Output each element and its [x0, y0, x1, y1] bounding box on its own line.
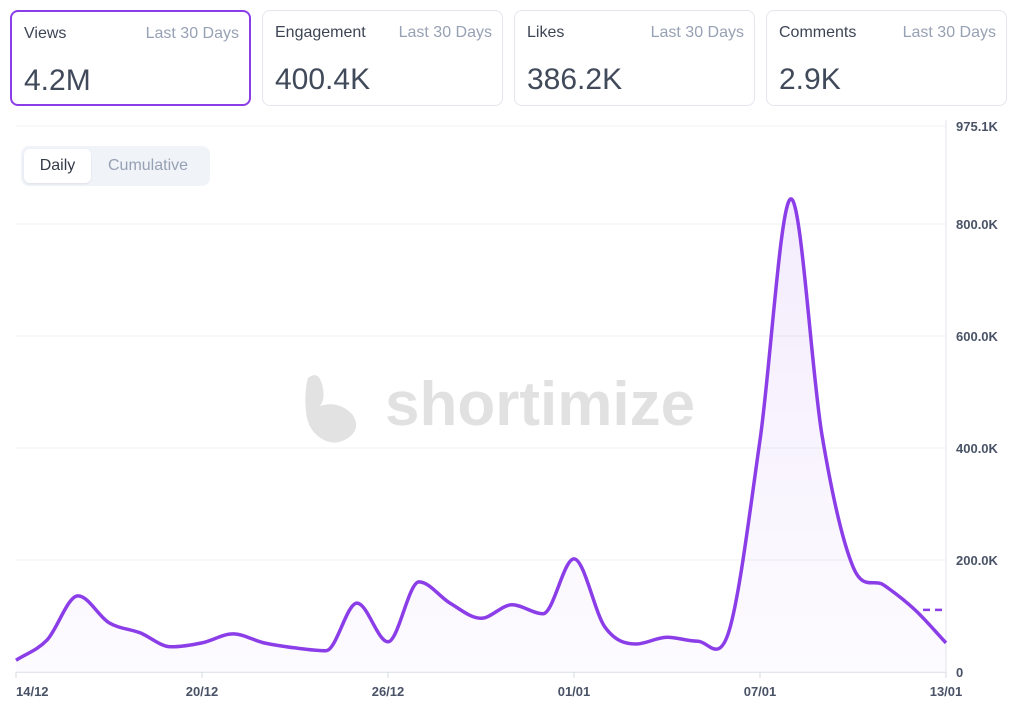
engagement-card[interactable]: Engagement Last 30 Days 400.4K — [262, 10, 503, 106]
data-point[interactable] — [103, 617, 115, 629]
data-point[interactable] — [878, 579, 890, 591]
data-point[interactable] — [444, 597, 456, 609]
comments-card[interactable]: Comments Last 30 Days 2.9K — [766, 10, 1007, 106]
data-point[interactable] — [754, 434, 766, 446]
x-tick-label: 07/01 — [744, 684, 777, 699]
data-point[interactable] — [382, 636, 394, 648]
data-point[interactable] — [134, 627, 146, 639]
data-point[interactable] — [816, 429, 828, 441]
data-point[interactable] — [351, 597, 363, 609]
x-tick-label: 26/12 — [372, 684, 405, 699]
x-tick-label: 20/12 — [186, 684, 219, 699]
data-point[interactable] — [785, 193, 797, 205]
y-tick-label: 975.1K — [956, 119, 999, 134]
card-value: 4.2M — [24, 64, 91, 97]
data-point[interactable] — [506, 599, 518, 611]
data-point[interactable] — [940, 637, 952, 649]
data-point[interactable] — [537, 608, 549, 620]
card-period: Last 30 Days — [650, 24, 744, 41]
y-tick-label: 800.0K — [956, 217, 999, 232]
data-point[interactable] — [413, 576, 425, 588]
card-label: Comments — [779, 24, 857, 41]
card-value: 2.9K — [779, 63, 841, 96]
likes-card[interactable]: Likes Last 30 Days 386.2K — [514, 10, 755, 106]
data-point[interactable] — [692, 635, 704, 647]
data-point[interactable] — [723, 625, 735, 637]
data-point[interactable] — [320, 645, 332, 657]
y-tick-label: 200.0K — [956, 553, 999, 568]
data-point[interactable] — [72, 590, 84, 602]
data-point[interactable] — [165, 641, 177, 653]
card-period: Last 30 Days — [902, 24, 996, 41]
series-line-views — [15, 197, 948, 662]
data-point[interactable] — [258, 637, 270, 649]
y-tick-label: 600.0K — [956, 329, 999, 344]
metric-cards: Views Last 30 Days 4.2M Engagement Last … — [10, 10, 1007, 106]
watermark: shortimize — [305, 370, 695, 443]
data-point[interactable] — [630, 638, 642, 650]
card-label: Views — [24, 25, 67, 42]
data-point[interactable] — [196, 637, 208, 649]
data-point[interactable] — [227, 628, 239, 640]
data-point[interactable] — [475, 612, 487, 624]
card-label: Likes — [527, 24, 565, 41]
data-point[interactable] — [661, 631, 673, 643]
daily-tab[interactable]: Daily — [24, 149, 91, 183]
y-tick-label: 400.0K — [956, 441, 999, 456]
view-mode-toggle: Daily Cumulative — [21, 146, 210, 186]
card-period: Last 30 Days — [398, 24, 492, 41]
data-point[interactable] — [41, 634, 53, 646]
x-tick-label: 14/12 — [16, 684, 49, 699]
watermark-logo-icon — [305, 375, 357, 443]
watermark-text: shortimize — [385, 370, 695, 439]
views-card[interactable]: Views Last 30 Days 4.2M — [10, 10, 251, 106]
data-point[interactable] — [289, 642, 301, 654]
card-value: 386.2K — [527, 63, 623, 96]
x-tick-label: 13/01 — [930, 684, 963, 699]
data-point[interactable] — [909, 604, 921, 616]
card-period: Last 30 Days — [145, 25, 239, 42]
data-point[interactable] — [568, 553, 580, 565]
card-value: 400.4K — [275, 63, 371, 96]
x-tick-label: 01/01 — [558, 684, 591, 699]
data-point[interactable] — [599, 621, 611, 633]
card-label: Engagement — [275, 24, 366, 41]
cumulative-tab[interactable]: Cumulative — [108, 157, 189, 174]
data-point[interactable] — [10, 654, 22, 666]
y-tick-label: 0 — [956, 665, 963, 680]
data-point[interactable] — [847, 561, 859, 573]
